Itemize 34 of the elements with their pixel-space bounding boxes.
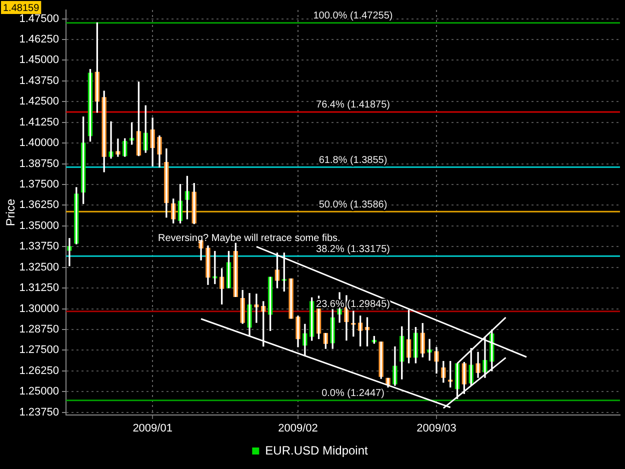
- ref-line-label: 76.4% (1.41875): [316, 100, 390, 111]
- y-tick-label: 1.25000: [19, 386, 59, 398]
- y-tick-label: 1.43750: [19, 74, 59, 87]
- y-tick-label: 1.41250: [19, 116, 59, 128]
- y-tick-label: 1.35000: [19, 220, 59, 232]
- x-tick-label: 2009/01: [132, 422, 172, 435]
- ref-line-label: 61.8% (1.3855): [318, 154, 388, 166]
- ref-line-label: 50.0% (1.3586): [318, 199, 388, 210]
- y-tick-label: 1.23750: [19, 406, 59, 418]
- y-tick-label: 1.31250: [19, 282, 59, 294]
- y-tick-label: 1.33750: [19, 240, 59, 253]
- ref-line-label: 0.0% (1.2447): [322, 388, 384, 400]
- x-tick-label: 2009/02: [278, 422, 318, 435]
- annotation: Reversing? Maybe will retrace some fibs.: [158, 232, 340, 244]
- y-tick-label: 1.37500: [19, 178, 59, 191]
- y-tick-label: 1.26250: [19, 364, 59, 377]
- text: 1.48159: [3, 2, 40, 14]
- y-tick-label: 1.46250: [19, 34, 59, 46]
- y-axis-title: Price: [4, 198, 18, 226]
- x-tick-label: 2009/03: [416, 422, 456, 435]
- ref-line-label: 38.2% (1.33175): [316, 244, 390, 255]
- y-tick-label: 1.42500: [19, 96, 59, 108]
- ref-line-label: 100.0% (1.47255): [313, 10, 393, 22]
- y-tick-label: 1.38750: [19, 158, 59, 170]
- legend-label: EUR.USD Midpoint: [265, 443, 369, 458]
- y-tick-label: 1.30000: [19, 302, 59, 315]
- y-tick-label: 1.45000: [19, 54, 59, 66]
- y-tick-label: 1.32500: [19, 261, 59, 274]
- y-tick-label: 1.36250: [19, 199, 59, 212]
- y-tick-label: 1.27500: [19, 344, 59, 356]
- y-tick-label: 1.47500: [19, 12, 59, 25]
- y-tick-label: 1.40000: [19, 137, 59, 150]
- y-tick-label: 1.28750: [19, 324, 59, 336]
- candlestick: [288, 278, 294, 319]
